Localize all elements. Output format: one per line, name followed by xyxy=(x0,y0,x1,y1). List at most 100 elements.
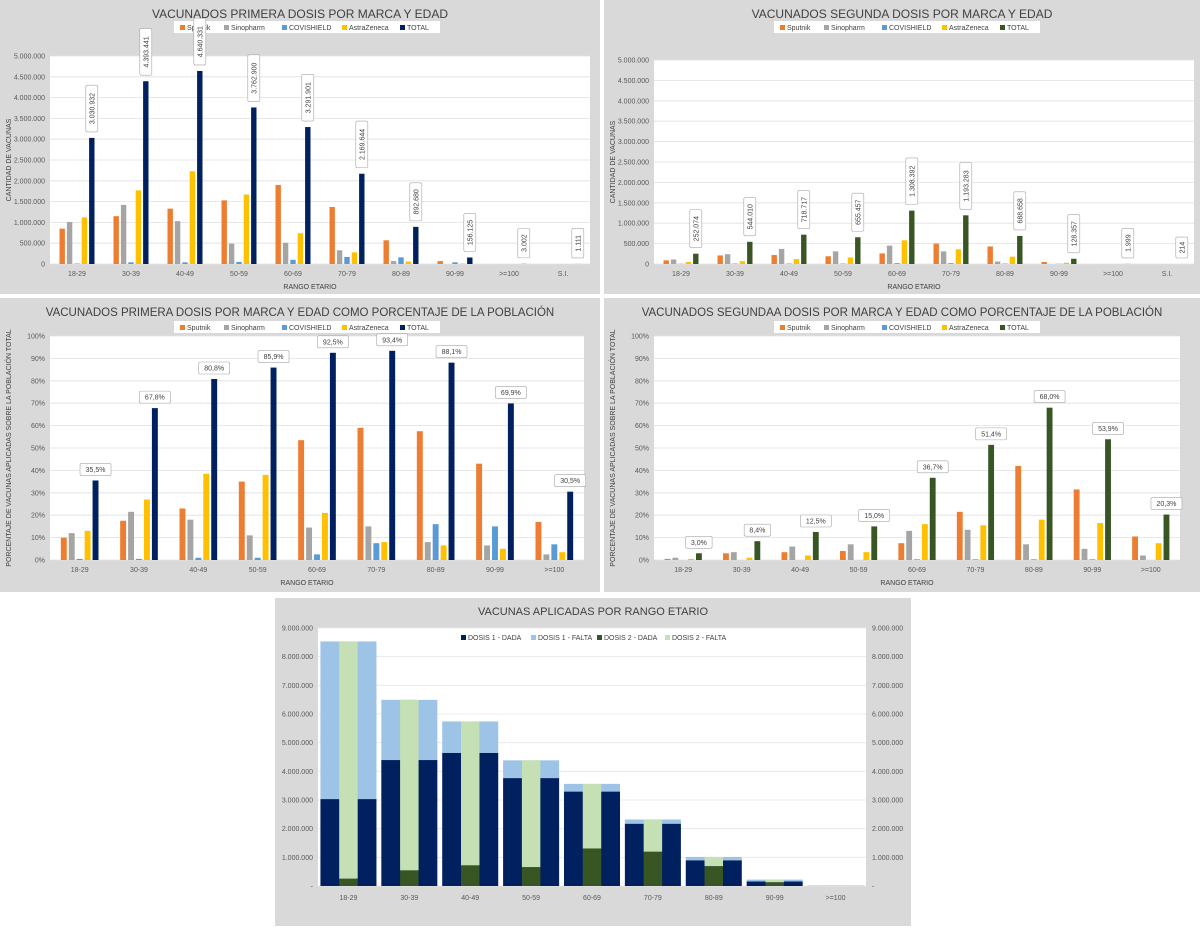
c2-bar-total-100 xyxy=(567,491,574,560)
c3-legend-swatch-total xyxy=(1000,325,1005,330)
c3-bar-sinopharm-18-29 xyxy=(672,557,679,560)
c0-bar-sinopharm-80-89 xyxy=(390,261,397,264)
c2-y-tick-label: 80% xyxy=(31,378,45,385)
c2-bar-sputnik-80-89 xyxy=(416,431,423,560)
c2-data-label-90-99: 69,9% xyxy=(495,386,527,399)
svg-text:68,0%: 68,0% xyxy=(1040,394,1060,401)
c2-bar-sputnik-100 xyxy=(535,521,542,560)
c2-bar-sinopharm-30-39 xyxy=(128,511,135,560)
c3-x-tick-label: 50-59 xyxy=(850,567,868,574)
svg-text:4.393.441: 4.393.441 xyxy=(143,36,150,67)
c1-bar-sputnik-70-79 xyxy=(933,243,939,264)
c1-y-tick-label: 4.000.000 xyxy=(618,98,649,105)
c4-legend-label-dosis-1-falta: DOSIS 1 - FALTA xyxy=(538,635,593,642)
c4-y-tick-label: 9.000.000 xyxy=(282,626,313,633)
c4-legend-swatch-dosis-2-dada xyxy=(597,635,602,640)
c2-legend-label-astrazeneca: AstraZeneca xyxy=(349,325,389,332)
svg-text:3.030.932: 3.030.932 xyxy=(89,93,96,124)
c0-data-label-40-49: 4.640.331 xyxy=(193,17,207,66)
c2-data-label-30-39: 67,8% xyxy=(139,390,171,404)
c4-y-tick-label: - xyxy=(311,884,314,891)
c4-x-tick-label: 18-29 xyxy=(339,895,357,902)
c4-y-tick-label-right: 2.000.000 xyxy=(872,826,903,833)
c1-bar-sinopharm-80-89 xyxy=(994,261,1001,264)
c0-y-tick-label: 4.000.000 xyxy=(14,95,45,102)
c3-y-tick-label: 50% xyxy=(635,446,649,453)
c1-x-tick-label: S.I. xyxy=(1162,271,1173,278)
c2-bar-sputnik-50-59 xyxy=(238,481,245,560)
c2-legend-swatch-sinopharm xyxy=(224,325,229,330)
c0-data-label-60-69: 3.291.901 xyxy=(301,74,315,122)
c0-bar-covishield-90-99 xyxy=(452,262,458,264)
c4-bar-dosis-2-dada-50-59 xyxy=(521,867,541,886)
c3-data-label-90-99: 53,9% xyxy=(1092,421,1124,435)
c3-bar-sinopharm-40-49 xyxy=(789,546,796,560)
c3-data-label-60-69: 36,7% xyxy=(916,460,949,474)
c1-legend: Sputnik Sinopharm COVISHIELD AstraZeneca TOT… xyxy=(774,21,1040,33)
c1-bar-astrazeneca-18-29 xyxy=(685,261,692,264)
c3-legend-label-sinopharm: Sinopharm xyxy=(831,325,865,332)
c1-bar-astrazeneca-90-99 xyxy=(1063,262,1070,264)
chart-second-dose-by-brand: VACUNADOS SEGUNDA DOSIS POR MARCA Y EDAD… xyxy=(610,7,1194,291)
svg-text:92,5%: 92,5% xyxy=(323,339,343,346)
c4-y-tick-label: 7.000.000 xyxy=(282,683,313,690)
svg-text:1.999: 1.999 xyxy=(1125,234,1132,252)
svg-text:3.762.900: 3.762.900 xyxy=(251,62,258,93)
c1-bar-sputnik-50-59 xyxy=(825,256,831,264)
c3-bar-sinopharm-90-99 xyxy=(1081,548,1088,560)
c0-legend-swatch-total xyxy=(400,25,405,30)
c1-y-tick-label: 500.000 xyxy=(624,241,649,248)
c3-bar-covishield-70-79 xyxy=(972,559,979,560)
svg-text:2.169.644: 2.169.644 xyxy=(359,129,366,160)
c1-legend-swatch-astrazeneca xyxy=(942,25,947,30)
c3-x-tick-label: 40-49 xyxy=(791,567,809,574)
c0-bar-sinopharm-40-49 xyxy=(174,221,181,264)
c1-bar-sinopharm-30-39 xyxy=(724,254,731,264)
svg-text:93,4%: 93,4% xyxy=(382,337,402,344)
c0-bar-sputnik-40-49 xyxy=(167,208,173,264)
c2-bar-covishield-40-49 xyxy=(195,557,202,560)
c0-bar-total-90-99 xyxy=(467,257,473,264)
chart-panel-first-dose: VACUNADOS PRIMERA DOSIS POR MARCA Y EDAD… xyxy=(0,0,600,294)
svg-text:67,8%: 67,8% xyxy=(145,395,165,402)
c0-data-label-50-59: 3.762.900 xyxy=(247,54,261,102)
c1-data-label-30-39: 544.010 xyxy=(743,197,757,237)
c3-bar-astrazeneca-60-69 xyxy=(921,524,928,560)
c0-y-tick-label: 500.000 xyxy=(20,241,45,248)
c2-bar-sputnik-40-49 xyxy=(179,508,186,560)
c0-legend-swatch-sputnik xyxy=(180,25,185,30)
c0-legend-label-total: TOTAL xyxy=(407,25,429,32)
c3-bar-total-18-29 xyxy=(695,553,702,560)
c4-legend-swatch-dosis-2-falta xyxy=(665,635,670,640)
c0-bar-covishield-40-49 xyxy=(182,262,188,264)
c0-legend-label-sinopharm: Sinopharm xyxy=(231,25,265,32)
c3-bar-astrazeneca-30-39 xyxy=(746,557,753,560)
c2-x-axis-label: RANGO ETARIO xyxy=(280,580,334,587)
c2-legend-label-total: TOTAL xyxy=(407,325,429,332)
c1-bar-sputnik-30-39 xyxy=(717,255,723,264)
c3-bar-covishield-90-99 xyxy=(1089,559,1096,560)
c2-x-tick-label: 60-69 xyxy=(308,567,326,574)
c2-data-label-80-89: 88,1% xyxy=(435,345,468,358)
svg-text:3.291.901: 3.291.901 xyxy=(305,82,312,113)
c2-bar-covishield-60-69 xyxy=(314,554,320,560)
c3-data-label-40-49: 12,5% xyxy=(800,514,832,528)
c2-data-label-40-49: 80,8% xyxy=(198,361,230,375)
c2-bar-sinopharm-40-49 xyxy=(187,519,194,560)
c0-y-tick-label: 1.500.000 xyxy=(14,199,45,206)
c3-bar-sputnik-50-59 xyxy=(839,551,846,560)
c3-bar-astrazeneca-70-79 xyxy=(980,525,987,560)
c3-bar-sputnik-60-69 xyxy=(898,543,905,560)
c4-legend-label-dosis-2-falta: DOSIS 2 - FALTA xyxy=(672,635,727,642)
c2-legend-swatch-covishield xyxy=(282,325,287,330)
c0-data-label-80-89: 892.680 xyxy=(409,182,423,222)
c4-bar-dosis-2-falta-18-29 xyxy=(339,641,358,879)
chart-panel-second-dose-pct: VACUNADOS SEGUNDAA DOSIS POR MARCA Y EDA… xyxy=(604,298,1200,592)
c1-legend-label-total: TOTAL xyxy=(1007,25,1029,32)
c3-bar-total-40-49 xyxy=(812,532,819,560)
c1-y-tick-label: 0 xyxy=(645,262,649,269)
c1-legend-swatch-sputnik xyxy=(780,25,785,30)
chart-first-dose-pct: VACUNADOS PRIMERA DOSIS POR MARCA Y EDAD… xyxy=(4,306,587,587)
c3-bar-astrazeneca-18-29 xyxy=(688,558,694,560)
c0-bar-sinopharm-50-59 xyxy=(228,243,235,264)
